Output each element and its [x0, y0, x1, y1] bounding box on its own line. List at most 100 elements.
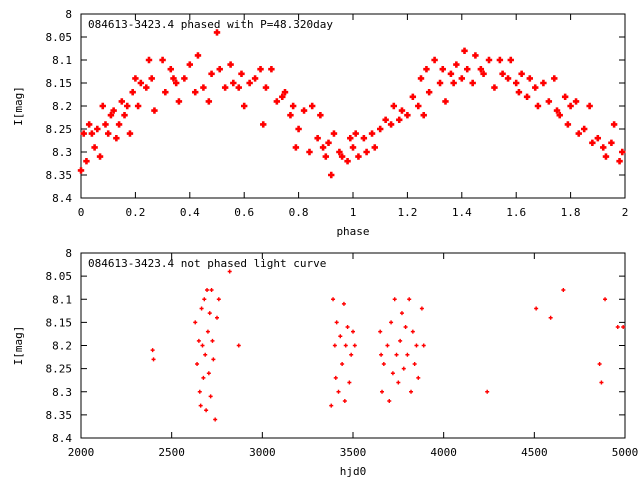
- data-point: [352, 130, 359, 137]
- data-point: [561, 288, 566, 292]
- data-point: [619, 148, 626, 156]
- data-point: [205, 288, 210, 292]
- data-point: [534, 306, 539, 311]
- y-tick-label: 8.1: [52, 293, 72, 306]
- y-tick-label: 8.25: [46, 123, 73, 136]
- data-point: [363, 148, 370, 156]
- data-point: [202, 297, 207, 302]
- data-point: [170, 75, 177, 82]
- data-point: [485, 56, 493, 64]
- data-point: [126, 130, 134, 137]
- data-point: [409, 389, 414, 394]
- plot-title-2: 084613-3423.4 not phased light curve: [88, 257, 326, 270]
- data-point: [105, 130, 112, 137]
- data-point: [236, 343, 241, 348]
- x-tick-label: 3000: [249, 446, 276, 459]
- data-point: [300, 107, 308, 114]
- data-point: [295, 125, 302, 133]
- data-point: [377, 125, 384, 133]
- data-point: [195, 362, 200, 366]
- data-point: [281, 89, 289, 96]
- data-point: [159, 56, 166, 64]
- data-point: [262, 84, 270, 91]
- x-tick-label: 2500: [158, 446, 185, 459]
- y-tick-label: 8.15: [46, 316, 73, 329]
- data-point: [341, 301, 346, 306]
- data-point: [204, 408, 209, 413]
- data-point: [167, 66, 174, 73]
- data-point: [215, 315, 219, 320]
- y-tick-label: 8.3: [52, 386, 72, 399]
- y-tick-label: 8.2: [52, 100, 72, 113]
- x-tick-label: 0.4: [180, 206, 200, 219]
- data-point: [230, 79, 237, 87]
- data-point: [151, 107, 158, 114]
- data-point: [442, 98, 449, 105]
- data-point: [143, 84, 150, 91]
- data-point: [309, 102, 316, 110]
- data-point: [124, 102, 131, 110]
- data-point: [99, 102, 106, 110]
- data-point: [332, 343, 337, 348]
- data-point: [129, 89, 136, 96]
- data-point: [603, 297, 608, 302]
- data-point: [599, 380, 604, 385]
- data-point: [458, 75, 465, 82]
- y-tick-label: 8.3: [52, 146, 72, 159]
- data-point: [469, 79, 476, 87]
- data-point: [368, 130, 376, 137]
- data-point: [589, 139, 596, 146]
- data-point: [392, 297, 397, 302]
- data-point: [405, 352, 410, 357]
- data-point: [325, 139, 332, 146]
- data-point: [447, 70, 455, 77]
- data-point: [360, 135, 368, 142]
- data-point: [398, 107, 406, 114]
- data-point: [532, 84, 539, 91]
- data-point: [385, 343, 390, 348]
- data-point: [317, 112, 324, 119]
- data-point: [352, 343, 357, 348]
- data-point: [540, 79, 547, 87]
- y-tick-label: 8.4: [52, 432, 72, 445]
- data-point: [404, 112, 411, 119]
- data-point: [196, 338, 201, 343]
- data-point: [198, 403, 203, 408]
- data-point: [121, 112, 128, 119]
- data-point: [338, 334, 343, 339]
- data-point: [615, 325, 620, 329]
- x-tick-label: 1.6: [506, 206, 526, 219]
- x-tick-label: 0: [78, 206, 85, 219]
- data-point: [586, 102, 593, 110]
- data-point: [355, 153, 362, 160]
- data-point: [207, 311, 212, 316]
- data-point: [107, 112, 115, 119]
- data-point: [334, 320, 339, 325]
- data-point: [181, 75, 188, 82]
- data-point: [416, 375, 421, 380]
- data-point: [206, 371, 211, 376]
- data-point: [251, 75, 259, 82]
- data-point: [205, 329, 210, 334]
- data-point: [351, 329, 355, 334]
- data-point: [208, 70, 215, 77]
- data-point: [216, 297, 221, 302]
- data-point: [322, 153, 329, 160]
- data-point: [186, 61, 193, 68]
- data-point: [345, 325, 350, 329]
- data-point: [507, 56, 514, 64]
- data-point: [575, 130, 582, 137]
- x-tick-label: 4000: [430, 446, 457, 459]
- x-axis-label: hjd0: [340, 465, 367, 478]
- data-point: [610, 121, 618, 128]
- data-point: [213, 417, 218, 422]
- y-tick-label: 8.35: [46, 409, 73, 422]
- data-point: [545, 98, 553, 105]
- data-point: [477, 66, 485, 73]
- data-point: [344, 158, 351, 165]
- data-point: [485, 389, 490, 394]
- y-tick-label: 8.05: [46, 31, 73, 44]
- data-point: [203, 352, 208, 357]
- data-point: [564, 121, 572, 128]
